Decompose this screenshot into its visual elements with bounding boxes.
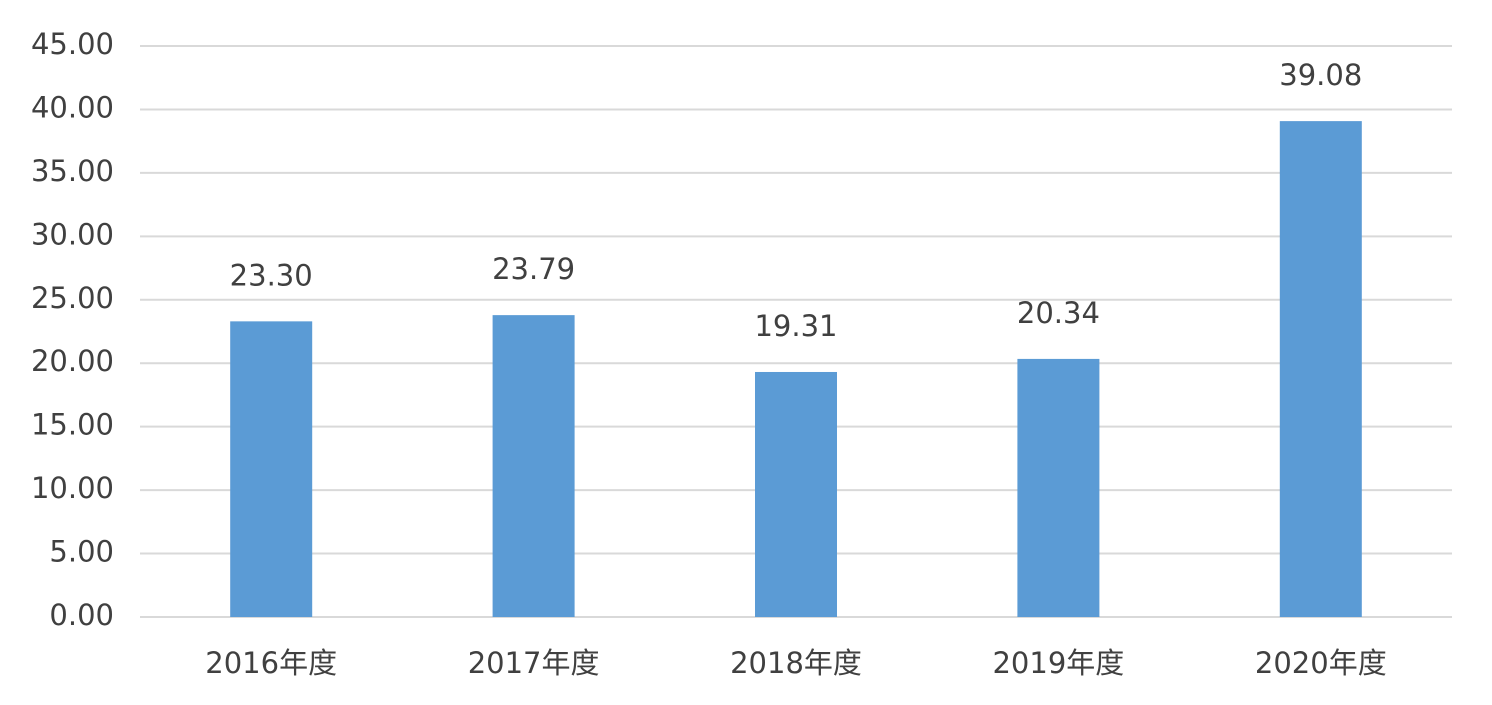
y-tick-label: 10.00 (31, 471, 114, 505)
data-label: 23.79 (492, 252, 575, 286)
y-tick-label: 45.00 (31, 27, 114, 61)
bar (755, 371, 837, 617)
y-tick-label: 35.00 (31, 154, 114, 188)
y-tick-label: 15.00 (31, 408, 114, 442)
y-tick-label: 5.00 (49, 535, 114, 569)
data-label: 20.34 (1017, 296, 1100, 330)
y-tick-label: 40.00 (31, 90, 114, 124)
x-tick-label: 2018年度 (730, 646, 862, 680)
bar (1017, 358, 1100, 617)
x-tick-label: 2020年度 (1255, 646, 1387, 680)
x-tick-label: 2019年度 (992, 646, 1124, 680)
data-label: 23.30 (230, 258, 313, 292)
bar (230, 321, 313, 617)
data-label: 19.31 (754, 309, 837, 343)
x-tick-label: 2017年度 (468, 646, 600, 680)
bar (1279, 121, 1362, 617)
y-tick-label: 0.00 (49, 598, 114, 632)
x-tick-label: 2016年度 (205, 646, 337, 680)
y-tick-label: 25.00 (31, 281, 114, 315)
y-tick-label: 30.00 (31, 217, 114, 251)
data-label: 39.08 (1279, 58, 1362, 92)
y-tick-label: 20.00 (31, 344, 114, 378)
bar (492, 315, 575, 617)
